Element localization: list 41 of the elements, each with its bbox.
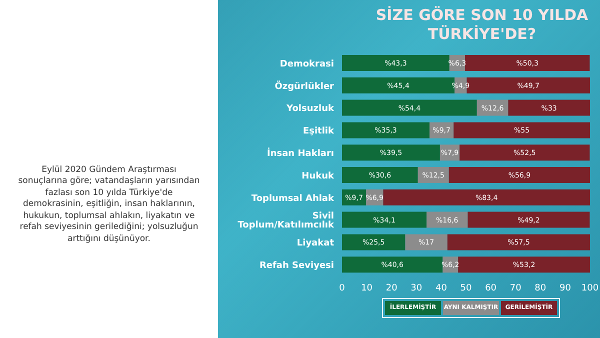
x-tick-label: 10	[361, 282, 373, 293]
bar	[342, 144, 440, 160]
bar	[383, 188, 590, 205]
x-tick-label: 60	[485, 282, 497, 293]
y-tick-label: İnsan Hakları	[267, 146, 334, 158]
bar	[460, 144, 590, 160]
x-tick-label: 50	[460, 282, 472, 293]
x-tick-label: 100	[581, 282, 599, 293]
bar	[465, 54, 590, 70]
y-tick-label: Liyakat	[296, 238, 335, 248]
bar	[342, 256, 443, 272]
y-tick-label: Demokrasi	[280, 58, 334, 69]
y-tick-label: Toplumsal Ahlak	[251, 193, 336, 204]
y-tick-label: Sivil Toplum/Katılımcılık	[238, 211, 335, 230]
bar	[342, 234, 406, 250]
bar	[342, 122, 430, 138]
x-tick-label: 80	[534, 282, 546, 293]
bar	[458, 256, 590, 272]
bar	[405, 234, 448, 250]
bar	[342, 211, 427, 228]
x-tick-label: 20	[386, 282, 398, 293]
text: Eylül 2020 Gündem Araştırması sonuçlarına göre; vatandaşların yarısından fazlası son 10 yılda Türkiye'de demokrasinin, eşitliğin, insan haklarının, hukukun, toplumsal ahlakın, liyakatın ve refah seviyesinin gerilediğini; yolsuzluğun arttığını düşünüyor.	[18, 165, 200, 246]
x-tick-label: 40	[435, 282, 448, 293]
y-tick-label: Özgürlükler	[274, 79, 335, 92]
bar	[468, 211, 590, 228]
y-tick-label: Hukuk	[302, 170, 336, 181]
chart-title: SİZE GÖRE SON 10 YILDA TÜRKİYE'DE?	[374, 6, 590, 44]
bar	[448, 166, 590, 182]
bar	[447, 234, 590, 250]
bar	[508, 99, 590, 116]
bar	[342, 54, 450, 70]
bar	[454, 122, 590, 138]
y-tick-label: Yolsuzluk	[286, 104, 335, 114]
x-tick-label: 30	[410, 282, 422, 293]
x-tick-label: 0	[339, 282, 346, 293]
y-tick-label: Eşitlik	[302, 126, 335, 136]
x-tick-label: 90	[559, 282, 572, 293]
x-tick-label: 70	[510, 282, 522, 293]
y-tick-label: Refah Seviyesi	[259, 260, 334, 270]
bar	[342, 166, 418, 182]
bar	[342, 99, 477, 116]
